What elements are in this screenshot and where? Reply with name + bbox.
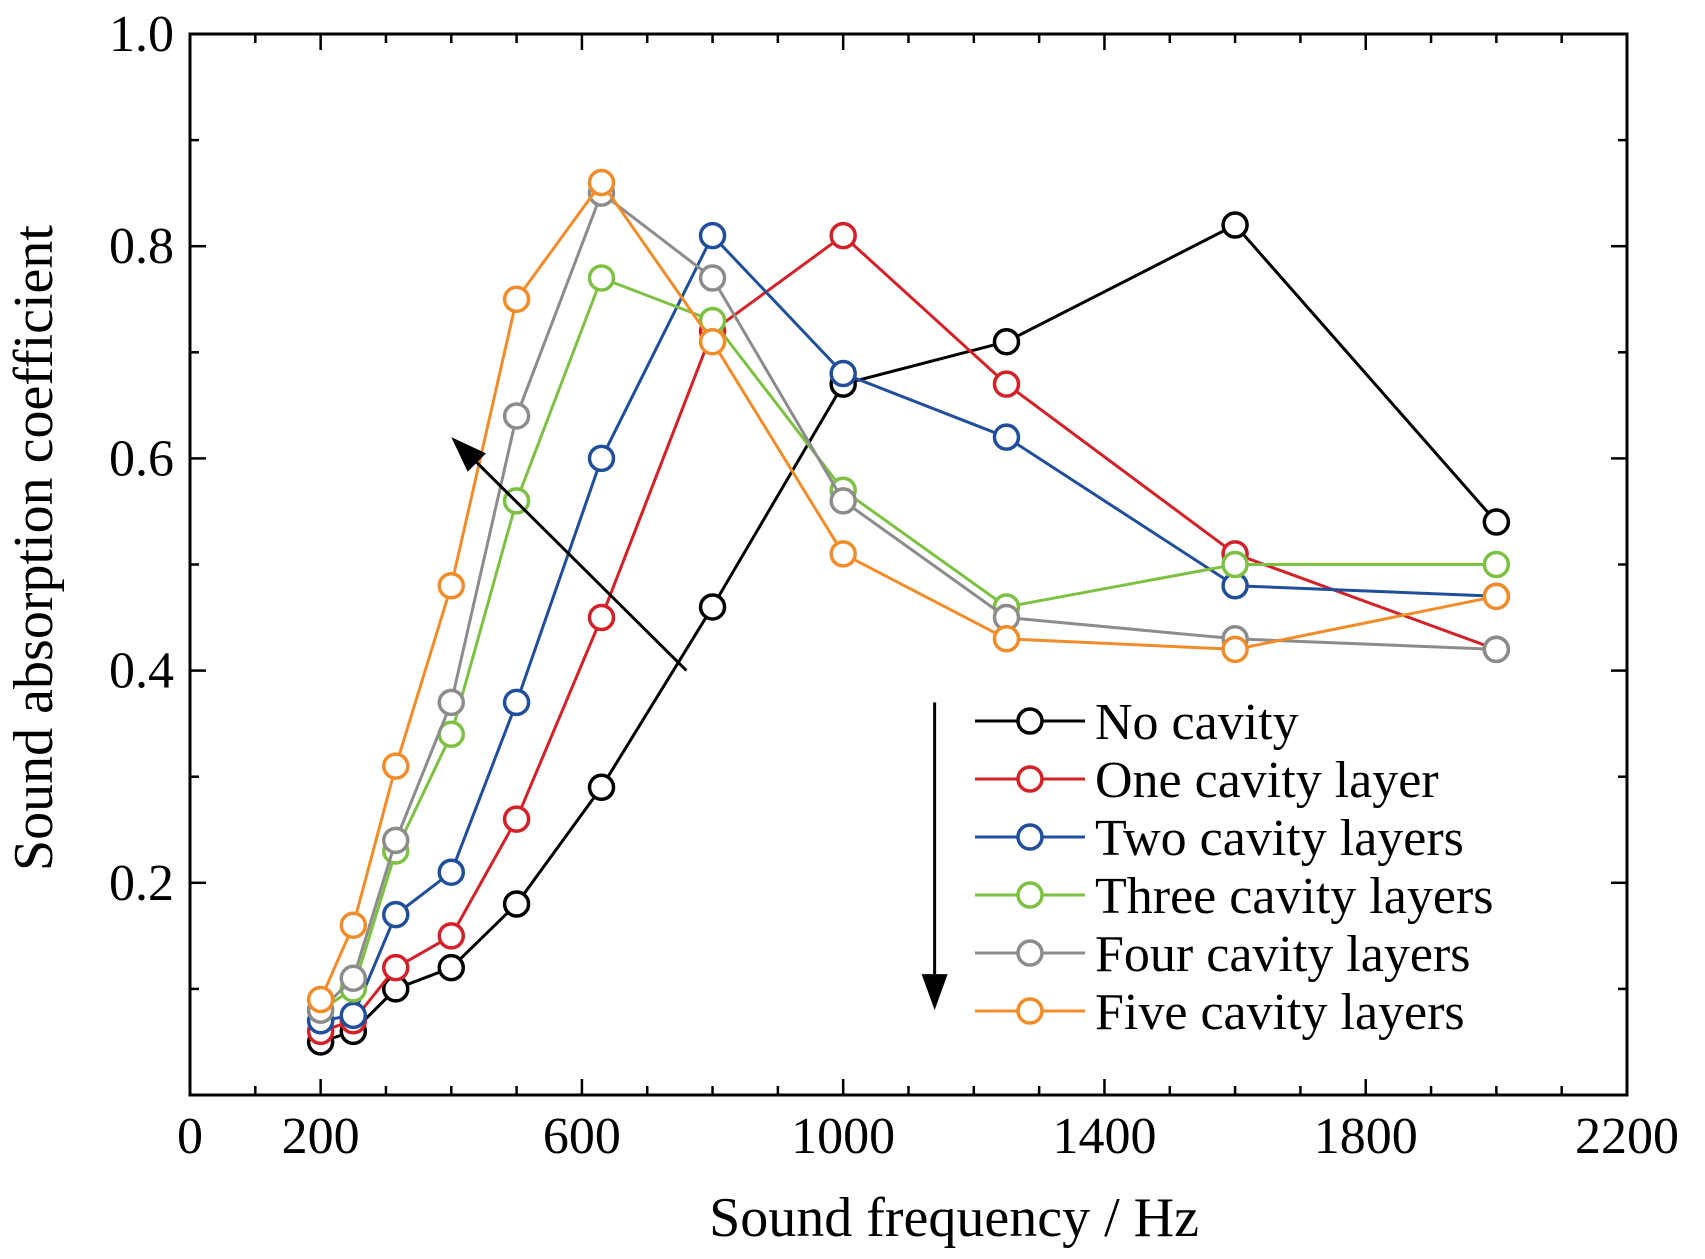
legend-marker — [1016, 881, 1044, 909]
data-point — [1482, 635, 1511, 664]
legend-marker — [1016, 939, 1044, 967]
x-axis-label: Sound frequency / Hz — [709, 1187, 1199, 1249]
data-point — [339, 911, 368, 939]
legend-item: Two cavity layers — [975, 810, 1464, 867]
series-lines — [306, 168, 1511, 1056]
data-point — [382, 953, 410, 982]
y-axis-label: Sound absorption coefficient — [3, 225, 65, 871]
legend-label: Five cavity layers — [1095, 984, 1465, 1041]
data-point — [1221, 211, 1249, 239]
legend-label: No cavity — [1095, 694, 1299, 751]
data-point — [829, 487, 857, 515]
legend-label: One cavity layer — [1095, 752, 1439, 809]
annotation-arrow-2 — [921, 702, 948, 1011]
data-point — [587, 264, 616, 292]
legend-item: No cavity — [975, 694, 1299, 751]
data-point — [829, 359, 857, 388]
y-tick-label: 1.0 — [109, 6, 174, 63]
data-point — [502, 890, 531, 918]
data-point — [698, 264, 727, 292]
data-point — [502, 285, 531, 313]
data-point — [437, 688, 466, 717]
y-tick-label: 0.4 — [109, 643, 174, 700]
annotation-arrow-1 — [451, 437, 688, 672]
x-tick-label: 200 — [282, 1108, 360, 1165]
legend-marker — [1016, 997, 1044, 1025]
arrow-head — [451, 437, 486, 472]
data-point — [437, 922, 466, 950]
legend-item: Five cavity layers — [975, 984, 1465, 1041]
data-point — [992, 327, 1021, 356]
x-tick-label: 0 — [177, 1108, 203, 1165]
data-point — [992, 423, 1021, 451]
data-point — [698, 221, 727, 250]
legend-item: Three cavity layers — [975, 868, 1493, 925]
data-point — [1221, 635, 1249, 664]
data-point — [382, 826, 410, 855]
x-tick-label: 1800 — [1314, 1108, 1418, 1165]
legend-item: Four cavity layers — [975, 926, 1470, 983]
data-point — [1482, 508, 1511, 536]
data-point — [502, 402, 531, 430]
tick-labels: 0 200 600 1000 1400 1800 2200 0.2 0.4 0.6 0.8 1.0 — [109, 6, 1679, 1165]
data-point — [437, 953, 466, 982]
data-point — [992, 370, 1021, 398]
x-tick-label: 1400 — [1052, 1108, 1156, 1165]
y-tick-label: 0.6 — [109, 430, 174, 487]
data-point — [437, 858, 466, 886]
data-point — [502, 805, 531, 833]
annotations — [451, 437, 948, 1011]
data-point — [587, 168, 616, 197]
data-point — [1221, 550, 1249, 579]
data-point — [502, 688, 531, 717]
legend-label: Four cavity layers — [1095, 926, 1470, 983]
data-point — [829, 540, 857, 568]
data-point — [382, 752, 410, 780]
data-point — [306, 985, 335, 1014]
y-tick-label: 0.8 — [109, 218, 174, 275]
data-point — [698, 593, 727, 621]
tick-marks — [190, 34, 1627, 1095]
data-point — [587, 773, 616, 802]
data-point — [587, 603, 616, 632]
legend-marker — [1016, 707, 1044, 735]
legend-label: Two cavity layers — [1095, 810, 1464, 867]
legend-marker — [1016, 765, 1044, 793]
data-point — [437, 571, 466, 600]
y-tick-label: 0.2 — [109, 855, 174, 912]
legend-item: One cavity layer — [975, 752, 1439, 809]
data-point — [1482, 582, 1511, 611]
x-tick-label: 1000 — [791, 1108, 895, 1165]
data-point — [339, 1001, 368, 1030]
arrow-shaft — [475, 461, 688, 672]
data-point — [992, 625, 1021, 653]
arrow-head — [921, 974, 948, 1011]
series-6 — [306, 168, 1511, 1014]
data-point — [829, 221, 857, 250]
legend-marker — [1016, 823, 1044, 851]
legend-label: Three cavity layers — [1095, 868, 1493, 925]
data-point — [339, 964, 368, 993]
data-point — [382, 900, 410, 929]
data-point — [587, 444, 616, 473]
data-point — [698, 327, 727, 356]
x-tick-label: 600 — [543, 1108, 621, 1165]
x-tick-label: 2200 — [1575, 1108, 1679, 1165]
data-point — [1482, 550, 1511, 579]
series-5 — [306, 179, 1511, 1024]
